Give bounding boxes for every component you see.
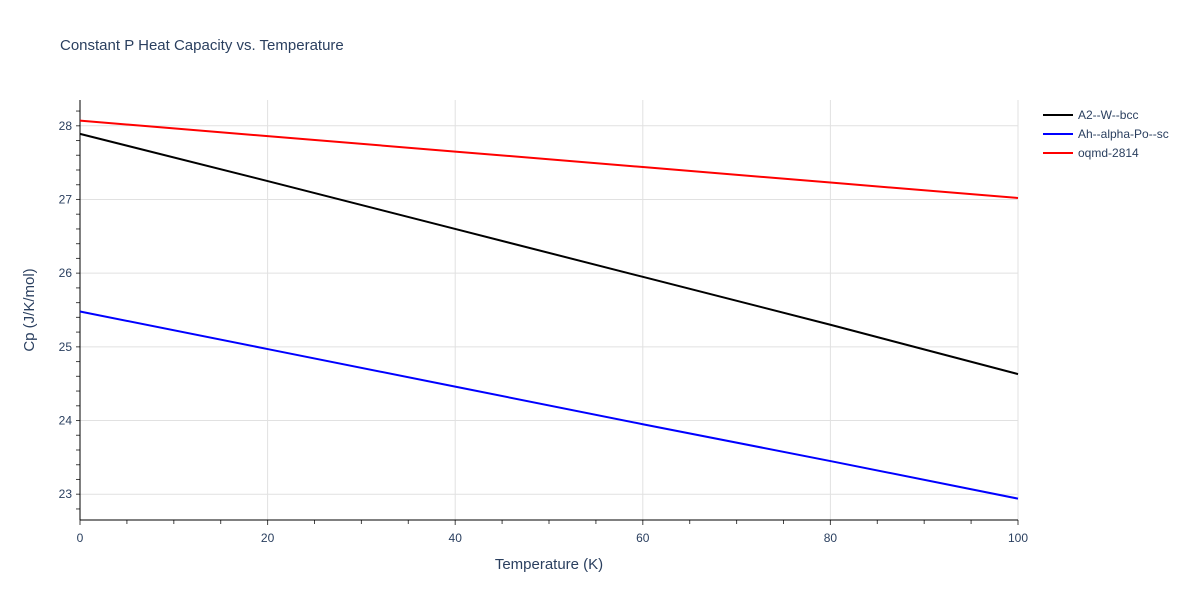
series-lines (79, 119, 1019, 500)
y-tick-label: 26 (59, 266, 73, 280)
legend-label: oqmd-2814 (1078, 146, 1139, 160)
y-tick-label: 28 (59, 119, 73, 133)
x-tick-label: 60 (636, 531, 650, 545)
x-tick-label: 40 (449, 531, 463, 545)
series-line-Ah--alpha-Po--sc (79, 310, 1019, 500)
legend-label: A2--W--bcc (1078, 108, 1138, 122)
legend-item[interactable]: A2--W--bcc (1043, 108, 1138, 122)
legend-label: Ah--alpha-Po--sc (1078, 127, 1169, 141)
x-axis-label: Temperature (K) (495, 556, 603, 573)
y-axis-label: Cp (J/K/mol) (21, 268, 38, 351)
legend-item[interactable]: Ah--alpha-Po--sc (1043, 127, 1169, 141)
x-tick-label: 100 (1008, 531, 1028, 545)
legend[interactable]: A2--W--bcc Ah--alpha-Po--sc oqmd-2814 (1043, 108, 1169, 160)
x-tick-label: 0 (77, 531, 84, 545)
y-tick-label: 23 (59, 487, 73, 501)
axes: 0 20 40 60 80 100 23 24 25 26 27 28 (59, 100, 1028, 545)
y-tick-label: 25 (59, 340, 73, 354)
x-tick-label: 80 (824, 531, 838, 545)
chart-title: Constant P Heat Capacity vs. Temperature (60, 37, 344, 54)
series-line-A2--W--bcc (79, 132, 1019, 376)
legend-item[interactable]: oqmd-2814 (1043, 146, 1139, 160)
y-tick-label: 27 (59, 192, 73, 206)
x-tick-label: 20 (261, 531, 275, 545)
series-line-oqmd-2814 (79, 119, 1019, 199)
y-tick-label: 24 (59, 414, 73, 428)
gridlines (80, 100, 1019, 520)
